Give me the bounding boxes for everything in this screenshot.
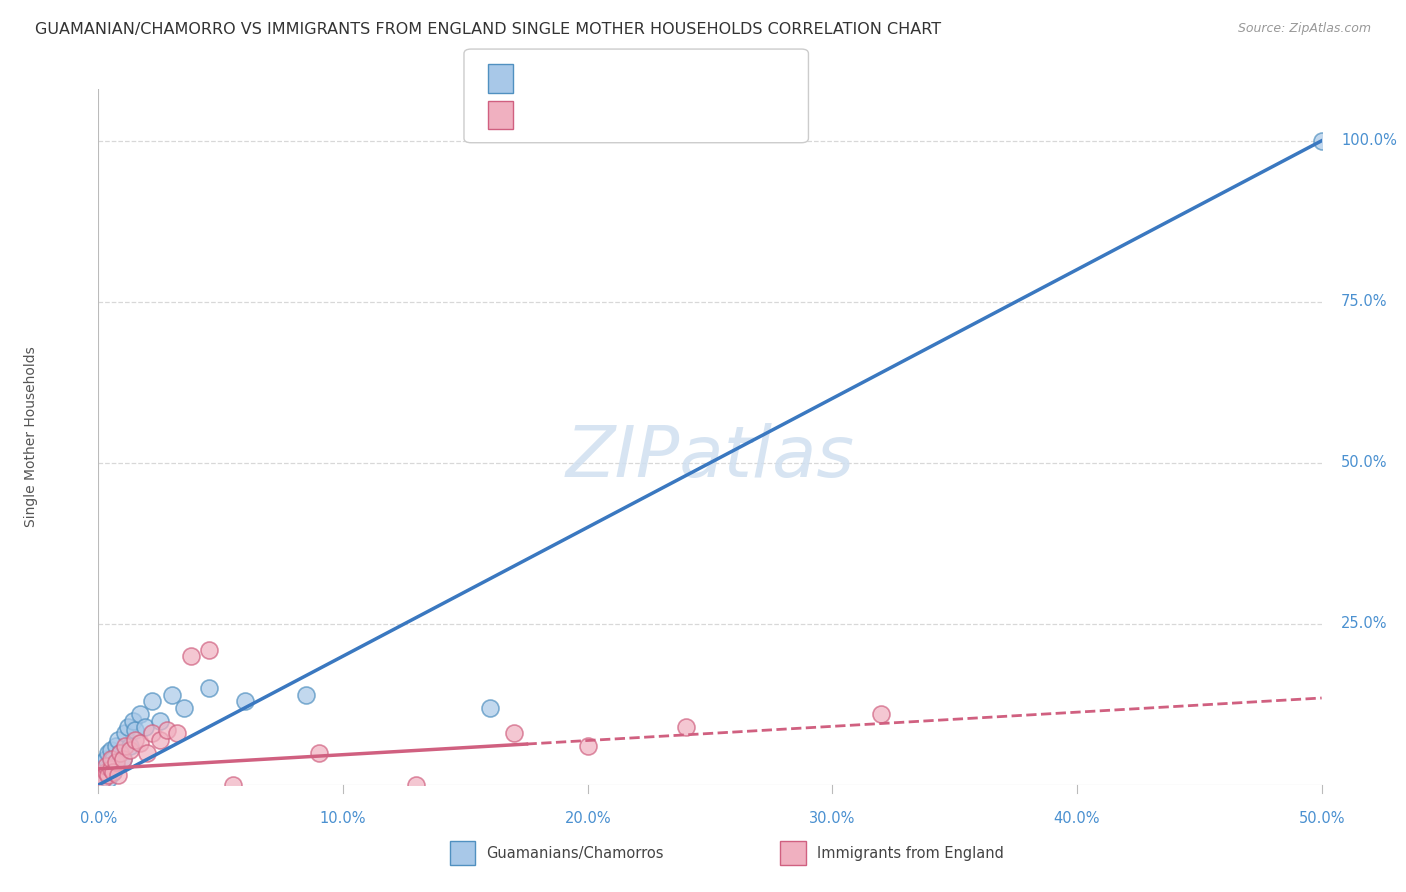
- Point: [110, 746, 132, 760]
- Point: [136, 746, 159, 760]
- Point: [675, 720, 697, 734]
- Text: R = 0.148: R = 0.148: [527, 108, 600, 122]
- Text: Source: ZipAtlas.com: Source: ZipAtlas.com: [1237, 22, 1371, 36]
- Point: [134, 720, 156, 734]
- Point: [100, 752, 122, 766]
- Point: [110, 746, 132, 760]
- Point: [197, 642, 219, 657]
- Text: N = 32: N = 32: [647, 71, 702, 86]
- Point: [233, 694, 256, 708]
- Point: [104, 756, 127, 770]
- Text: Immigrants from England: Immigrants from England: [817, 846, 1004, 861]
- Point: [101, 765, 124, 780]
- Text: N = 30: N = 30: [647, 108, 702, 122]
- Point: [91, 772, 114, 786]
- Text: 50.0%: 50.0%: [1298, 811, 1346, 826]
- Point: [141, 726, 163, 740]
- Point: [576, 739, 599, 754]
- Point: [149, 732, 172, 747]
- Point: [97, 746, 120, 760]
- Point: [104, 739, 127, 754]
- Text: 100.0%: 100.0%: [1341, 133, 1398, 148]
- Point: [117, 720, 139, 734]
- Point: [124, 723, 146, 738]
- Point: [156, 723, 179, 738]
- Point: [121, 714, 143, 728]
- Text: Single Mother Households: Single Mother Households: [24, 347, 38, 527]
- Point: [94, 765, 117, 780]
- Point: [149, 714, 172, 728]
- Point: [129, 736, 152, 750]
- Point: [90, 772, 112, 786]
- Point: [107, 732, 129, 747]
- Point: [111, 752, 134, 766]
- Point: [101, 765, 124, 780]
- Point: [308, 746, 330, 760]
- Point: [197, 681, 219, 696]
- Point: [124, 732, 146, 747]
- Point: [104, 758, 127, 772]
- Text: 10.0%: 10.0%: [319, 811, 367, 826]
- Point: [295, 688, 318, 702]
- Point: [100, 758, 122, 772]
- Point: [97, 772, 120, 786]
- Point: [101, 752, 124, 766]
- Point: [107, 768, 129, 782]
- Text: 50.0%: 50.0%: [1341, 455, 1388, 470]
- Point: [405, 778, 427, 792]
- Point: [111, 752, 134, 766]
- Point: [91, 756, 114, 770]
- Point: [120, 742, 142, 756]
- Text: 30.0%: 30.0%: [810, 811, 855, 826]
- Point: [870, 707, 893, 722]
- Point: [114, 726, 136, 740]
- Point: [94, 762, 117, 776]
- Point: [91, 765, 114, 780]
- Point: [100, 762, 122, 776]
- Point: [478, 700, 501, 714]
- Point: [129, 707, 152, 722]
- Point: [120, 739, 142, 754]
- Point: [97, 768, 120, 782]
- Text: GUAMANIAN/CHAMORRO VS IMMIGRANTS FROM ENGLAND SINGLE MOTHER HOUSEHOLDS CORRELATI: GUAMANIAN/CHAMORRO VS IMMIGRANTS FROM EN…: [35, 22, 941, 37]
- Text: Guamanians/Chamorros: Guamanians/Chamorros: [486, 846, 664, 861]
- Point: [222, 778, 245, 792]
- Text: 0.0%: 0.0%: [80, 811, 117, 826]
- Point: [160, 688, 183, 702]
- Text: 20.0%: 20.0%: [564, 811, 612, 826]
- Point: [141, 694, 163, 708]
- Text: 25.0%: 25.0%: [1341, 616, 1388, 632]
- Point: [114, 739, 136, 754]
- Point: [173, 700, 195, 714]
- Point: [503, 726, 526, 740]
- Point: [94, 752, 117, 766]
- Point: [166, 726, 188, 740]
- Text: R = 0.916: R = 0.916: [527, 71, 600, 86]
- Point: [100, 742, 122, 756]
- Text: ZIPatlas: ZIPatlas: [565, 424, 855, 492]
- Text: 75.0%: 75.0%: [1341, 294, 1388, 310]
- Text: 40.0%: 40.0%: [1053, 811, 1101, 826]
- Point: [180, 649, 202, 664]
- Point: [1310, 134, 1333, 148]
- Point: [94, 758, 117, 772]
- Point: [90, 768, 112, 782]
